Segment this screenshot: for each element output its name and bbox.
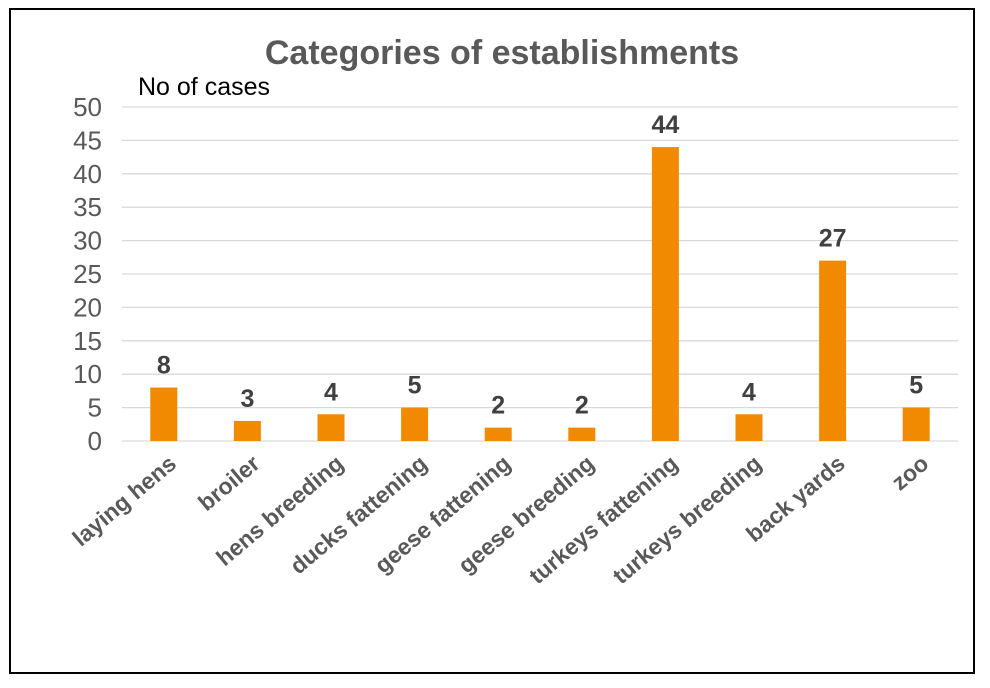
bar-zoo <box>902 407 930 441</box>
y-axis-label: No of cases <box>138 73 270 101</box>
bar-back-yards <box>819 260 847 441</box>
bar-geese-fattening <box>484 427 512 441</box>
x-tick-label: turkeys breeding <box>608 450 767 589</box>
data-label: 3 <box>240 385 254 413</box>
y-tick-label: 20 <box>73 292 102 322</box>
bar-geese-breeding <box>568 427 596 441</box>
gridlines <box>122 106 958 442</box>
bar-hens-breeding <box>317 414 345 441</box>
x-tick-label: zoo <box>886 450 933 495</box>
data-label: 44 <box>651 111 679 139</box>
y-tick-label: 25 <box>73 259 102 289</box>
data-label: 2 <box>491 392 505 420</box>
data-label: 4 <box>742 378 756 406</box>
x-tick-label: broiler <box>193 450 265 516</box>
data-label: 5 <box>408 372 422 400</box>
bars <box>150 147 930 441</box>
data-label: 2 <box>575 392 589 420</box>
y-tick-label: 15 <box>73 326 102 356</box>
x-tick-label: laying hens <box>67 450 181 551</box>
y-tick-label: 45 <box>73 125 102 155</box>
x-tick-label: turkeys fattening <box>524 450 683 589</box>
chart-title: Categories of establishments <box>265 34 739 72</box>
bar-laying-hens <box>150 387 178 441</box>
y-tick-label: 30 <box>73 226 102 256</box>
y-tick-label: 35 <box>73 192 102 222</box>
bar-turkeys-fattening <box>651 147 679 441</box>
y-tick-label: 5 <box>88 393 102 423</box>
y-tick-label: 0 <box>88 426 102 456</box>
data-label: 4 <box>324 378 338 406</box>
bar-turkeys-breeding <box>735 414 763 441</box>
data-label: 8 <box>157 352 171 380</box>
data-label: 27 <box>819 225 847 253</box>
y-tick-label: 40 <box>73 159 102 189</box>
y-tick-label: 50 <box>73 92 102 122</box>
data-label: 5 <box>909 372 923 400</box>
y-tick-label: 10 <box>73 359 102 389</box>
bar-broiler <box>233 420 261 441</box>
bar-ducks-fattening <box>401 407 429 441</box>
